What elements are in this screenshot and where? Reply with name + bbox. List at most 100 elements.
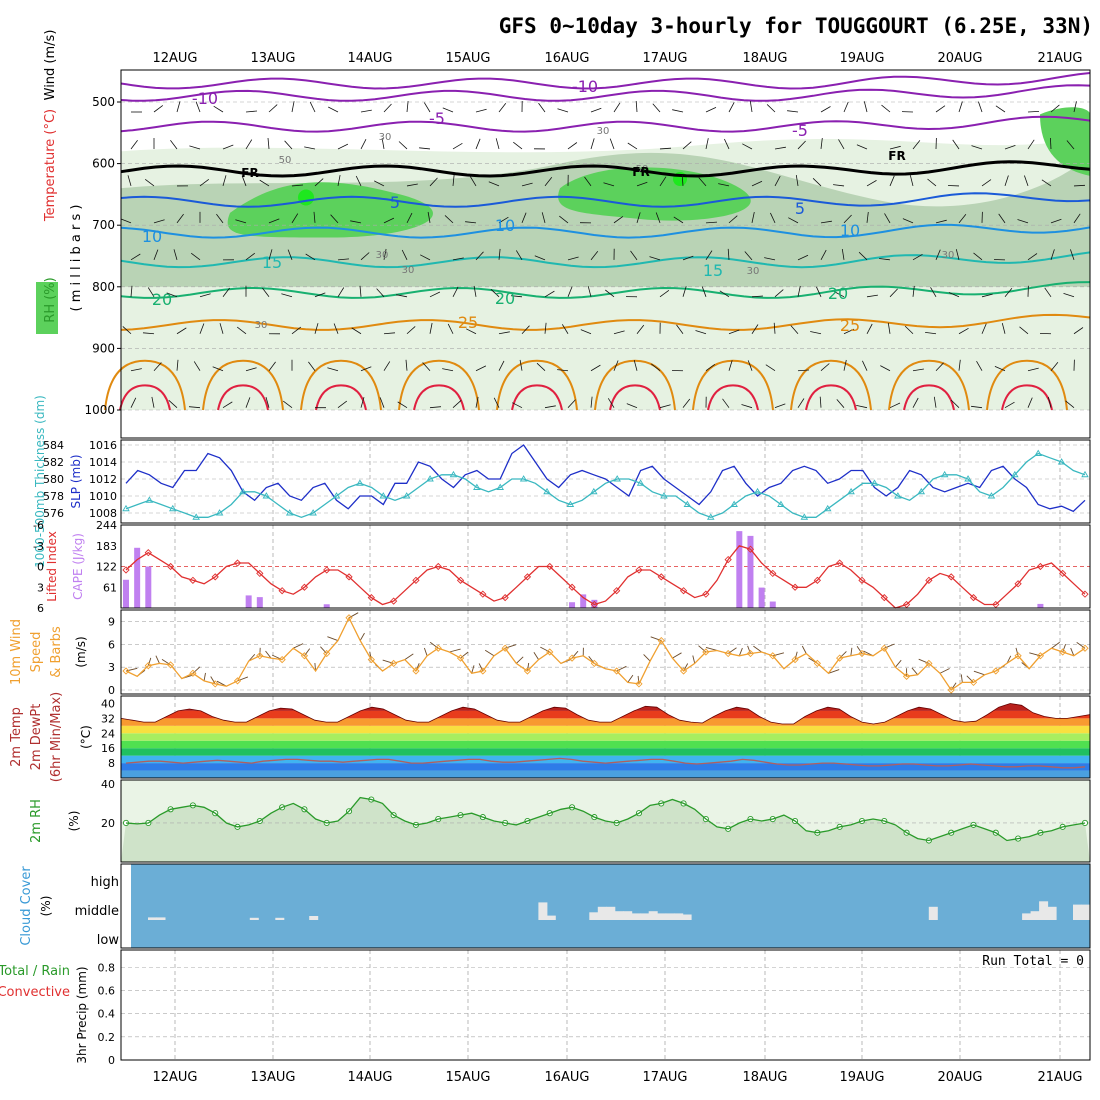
wind-barb [376,288,385,298]
wind-barb [1065,400,1075,408]
cape-tick-label: 244 [96,519,117,532]
wind-barb [728,102,735,113]
wind-barb [701,286,707,297]
wind-barb-10m [856,645,863,654]
wind-barb [751,212,755,223]
wind-barb-10m [526,662,530,672]
wind-barb-10m [895,659,902,668]
wind-barb [429,322,433,334]
wind-barb [1019,326,1029,335]
wind-barb [590,364,601,372]
wind-barb-10m [692,655,696,664]
wind-barb [652,103,661,113]
pressure-tick-label: 800 [92,280,115,294]
wind-barb [751,324,759,334]
lifted-index-point [702,590,710,598]
wind-barb-10m [533,651,539,660]
wind-barb [981,323,987,334]
wind-barb [567,142,578,150]
cape-bar [580,594,587,608]
cloud-axis-label: Cloud Cover [19,866,34,946]
wind-barb [673,216,684,224]
wind-barb [904,325,914,335]
precip-tick-label: 0.2 [98,1031,116,1044]
wind-barb-10m [1051,641,1060,649]
cloud-bar-middle [275,917,285,920]
wind-barb [788,217,799,224]
wind-barb [935,105,946,113]
wind-barb [153,249,159,260]
wind-barb [536,362,546,372]
wind-barb [609,138,615,150]
slp-tick-label: 1016 [89,439,117,452]
wind-barb [741,404,753,409]
wind-barb [935,249,941,260]
wind-barb [405,359,408,371]
wind-barb [695,330,707,335]
wind-barb [820,137,823,150]
wind-barb [282,400,293,409]
wind-barb [705,250,713,261]
thickness-line [125,452,1086,518]
thickness-tick-label: 582 [43,456,64,469]
wind-barb [889,288,898,298]
pressure-tick-label: 500 [92,95,115,109]
wind-barb-10m [515,656,524,664]
wind-barb [958,214,967,224]
date-label-bottom: 14AUG [347,1070,392,1085]
wind-barb [245,139,253,150]
wind-barb [812,178,822,187]
wind-barb-10m [359,632,365,641]
wind-barb [398,141,408,150]
thickness-point [1011,470,1019,478]
lifted-index-point [724,555,732,564]
wind-barb [981,293,993,298]
wind-barb-10m [161,659,171,666]
wind-barb [374,180,385,187]
rh-shade-50 [121,151,1090,287]
wind-barb [580,329,592,335]
date-label-bottom: 16AUG [544,1070,589,1085]
wind-barb-10m [460,651,469,659]
date-label-top: 15AUG [445,51,490,66]
lifted-index-point [546,562,554,571]
wind-barb [659,404,671,409]
wind-barb [383,332,396,335]
isotherm-line [120,160,1091,178]
cloud-level-label: high [91,875,119,890]
li-axis-label: Lifted Index [45,531,59,602]
wind-barb [193,361,201,371]
wind-barb [120,218,132,224]
cape-bar [569,602,576,608]
dewpoint-line [125,757,1086,769]
rh-contour-label: 30 [379,132,392,143]
wind-barb [351,327,362,335]
wind-barb [475,396,479,408]
wind-barb [613,102,621,113]
wind-barb [330,214,339,224]
wind-barb [498,216,509,224]
panel-frame [120,695,1091,779]
wind-barb [816,286,822,297]
li-tick-label: -6 [33,519,44,532]
wind-barb [515,250,523,261]
cloud-bar-middle [1081,904,1091,920]
wind-barb-10m [478,663,484,672]
wind-barb-10m [1029,652,1041,657]
wind-barb [429,291,441,298]
isotherm-line [120,223,1091,239]
cloud-bar-middle [1047,906,1057,920]
wind-barb [958,101,963,113]
panel-ylabel: Wind (m/s) [43,30,58,101]
wind-barb [981,179,992,187]
temp-tick-label: 8 [108,757,115,770]
temp-unit-label: (°C) [79,725,93,749]
wind-barb [627,142,638,150]
precip-legend-label: Total / Rain [0,964,70,979]
isotherm-label: 25 [458,313,478,332]
precip-tick-label: 0 [108,1054,115,1067]
wind-speed-point [367,655,375,664]
temp-axis-label: 2m DewPt [29,704,44,771]
wind-barb [267,137,270,149]
